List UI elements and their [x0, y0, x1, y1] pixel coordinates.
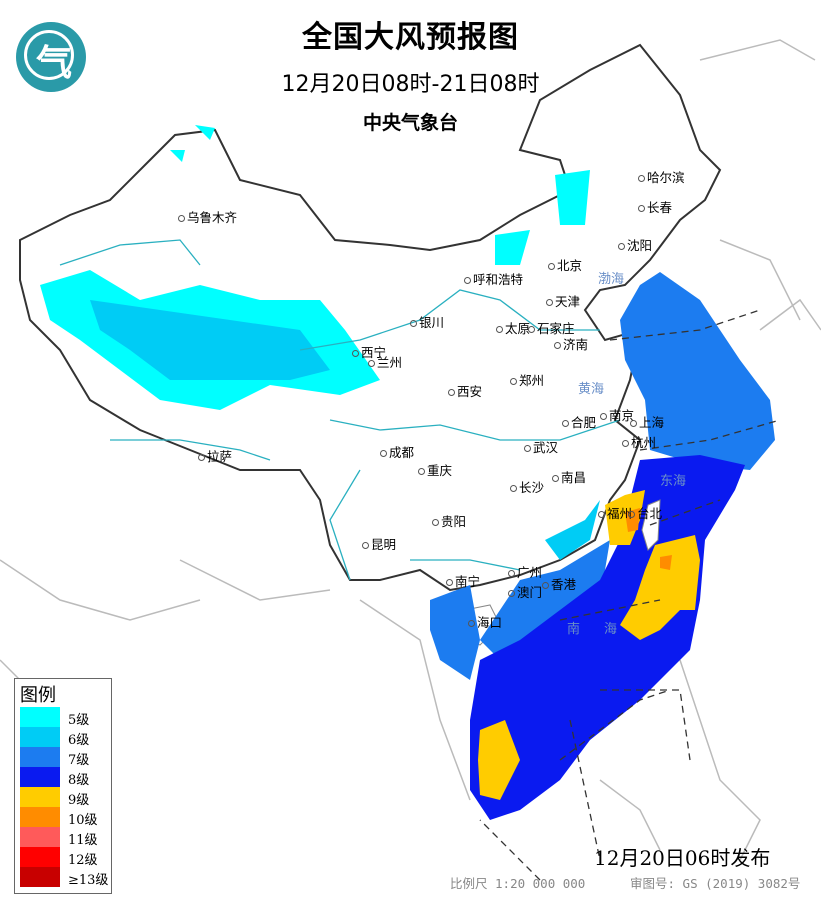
legend-swatch — [20, 827, 60, 847]
legend-swatch — [20, 867, 60, 887]
legend-label: 11级 — [68, 833, 98, 848]
city-label: 武汉 — [524, 437, 558, 456]
city-label: 银川 — [410, 312, 444, 331]
city-label: 杭州 — [622, 432, 656, 451]
wind-area-9 — [478, 490, 700, 800]
legend-label: 10级 — [68, 813, 98, 828]
legend-item: ≥13级 — [20, 867, 110, 888]
review-number: 审图号: GS (2019) 3082号 — [630, 876, 801, 891]
city-label: 台北 — [628, 503, 662, 522]
city-label: 贵阳 — [432, 511, 466, 530]
city-label: 拉萨 — [198, 446, 232, 465]
city-label: 西安 — [448, 381, 482, 400]
legend-item: 10级 — [20, 807, 110, 828]
wind-area-6 — [90, 300, 600, 560]
legend-label: 12级 — [68, 853, 98, 868]
legend-item: 8级 — [20, 767, 110, 788]
city-label: 成都 — [380, 442, 414, 461]
city-label: 天津 — [546, 291, 580, 310]
city-label: 南京 — [600, 405, 634, 424]
city-label: 北京 — [548, 255, 582, 274]
legend-swatch — [20, 747, 60, 767]
city-label: 长沙 — [510, 477, 544, 496]
maritime-boundary — [479, 309, 781, 881]
city-label: 海口 — [468, 612, 502, 631]
forecast-period: 12月20日08时-21日08时 — [281, 72, 540, 97]
legend-item: 7级 — [20, 747, 110, 768]
legend: 图例 5级 6级 7级 8级 9级 10级 11级 12级 ≥13级 — [14, 678, 112, 894]
city-label: 南宁 — [446, 571, 480, 590]
city-label: 福州 — [598, 503, 632, 522]
sea-label: 海 — [604, 622, 618, 637]
legend-swatch — [20, 787, 60, 807]
wind-area-7 — [430, 272, 775, 680]
city-label: 郑州 — [510, 370, 544, 389]
sea-label: 南 — [567, 622, 581, 637]
city-label: 广州 — [508, 562, 542, 581]
legend-item: 12级 — [20, 847, 110, 868]
legend-swatch — [20, 707, 60, 727]
city-label: 重庆 — [418, 460, 452, 479]
legend-label: ≥13级 — [68, 873, 109, 888]
legend-label: 9级 — [68, 793, 90, 808]
legend-label: 8级 — [68, 773, 90, 788]
legend-item: 11级 — [20, 827, 110, 848]
legend-swatch — [20, 727, 60, 747]
city-label: 沈阳 — [618, 235, 652, 254]
legend-label: 6级 — [68, 733, 90, 748]
city-label: 合肥 — [562, 412, 596, 431]
city-label: 南昌 — [552, 467, 586, 486]
legend-item: 9级 — [20, 787, 110, 808]
wind-area-10 — [625, 508, 672, 570]
city-label: 哈尔滨 — [638, 167, 685, 186]
city-label: 太原 — [496, 318, 530, 337]
issuer: 中央气象台 — [362, 112, 458, 134]
city-label: 长春 — [638, 197, 672, 216]
legend-label: 7级 — [68, 753, 90, 768]
sea-label: 黄海 — [578, 382, 605, 397]
city-label: 香港 — [542, 574, 576, 593]
city-label: 兰州 — [368, 352, 402, 371]
city-label: 乌鲁木齐 — [178, 207, 237, 226]
logo-glyph: 气 — [36, 43, 73, 84]
legend-swatch — [20, 847, 60, 867]
city-label: 呼和浩特 — [464, 269, 523, 288]
legend-item: 6级 — [20, 727, 110, 748]
city-label: 济南 — [554, 334, 588, 353]
issue-time: 12月20日06时发布 — [594, 846, 771, 870]
map-scale: 比例尺 1:20 000 000 — [450, 876, 586, 891]
city-label: 昆明 — [362, 534, 396, 553]
map-title: 全国大风预报图 — [302, 20, 519, 55]
sea-label: 渤海 — [598, 272, 625, 287]
city-label: 上海 — [630, 412, 664, 431]
rivers — [59, 239, 621, 581]
city-label: 石家庄 — [528, 318, 575, 337]
legend-label: 5级 — [68, 713, 90, 728]
city-label: 澳门 — [508, 582, 542, 601]
legend-item: 5级 — [20, 707, 110, 728]
cma-logo: 气 — [16, 22, 86, 92]
legend-title: 图例 — [20, 685, 56, 706]
legend-swatch — [20, 767, 60, 787]
legend-swatch — [20, 807, 60, 827]
sea-label: 东海 — [660, 474, 687, 489]
